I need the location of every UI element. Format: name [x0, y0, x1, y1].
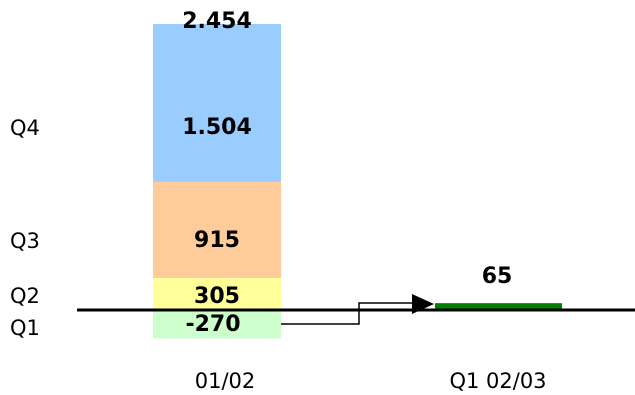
category-label-01-02: 01/02: [195, 369, 256, 393]
quarter-label-q1: Q1: [10, 316, 40, 340]
quarter-label-q2: Q2: [10, 284, 40, 308]
category-label-q1-02-03: Q1 02/03: [449, 369, 546, 393]
bar-segment-q2: [153, 277, 281, 310]
bar-segment-q3: [153, 181, 281, 278]
data-label-q4: 1.504: [182, 115, 252, 140]
arrow-head: [412, 294, 434, 314]
total-label: 2.454: [182, 9, 252, 34]
bar-segment-q1: [153, 310, 281, 339]
data-label-q2: 305: [194, 284, 240, 309]
quarter-label-q4: Q4: [10, 116, 40, 140]
bar-q1-02-03: [435, 303, 562, 310]
data-label-q3: 915: [194, 228, 240, 253]
connector-arrow: [281, 302, 420, 325]
quarter-label-q3: Q3: [10, 229, 40, 253]
data-label-q1: -270: [185, 312, 240, 337]
data-label-q1-02-03: 65: [482, 264, 513, 289]
bar-segment-q4: [153, 23, 281, 182]
